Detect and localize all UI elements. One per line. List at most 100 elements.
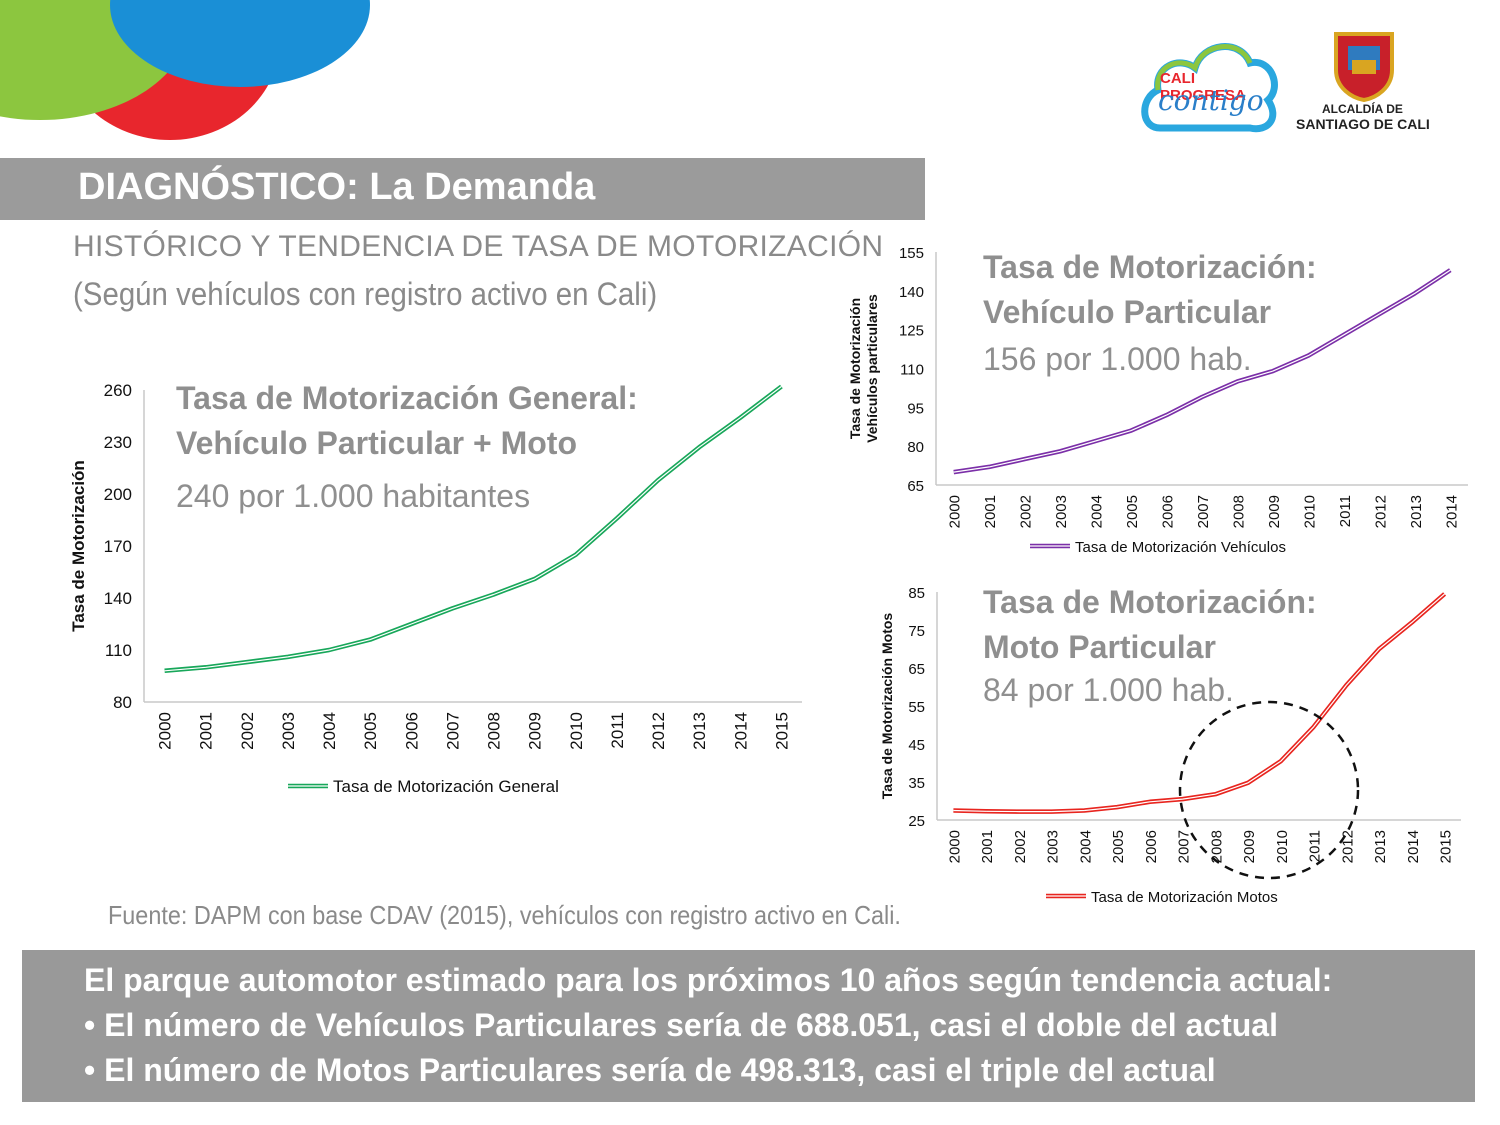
annotation-vehiculos: Tasa de Motorización: Vehículo Particula… — [983, 245, 1317, 382]
x-tick-label: 2006 — [1143, 830, 1160, 863]
x-tick-label: 2009 — [526, 712, 545, 750]
y-tick-label: 95 — [907, 400, 924, 417]
legend-label: Tasa de Motorización Motos — [1091, 889, 1278, 906]
annotation-general-line1: Tasa de Motorización General: — [176, 380, 638, 416]
bullet-icon: • — [84, 1052, 105, 1088]
annotation-motos: Tasa de Motorización: Moto Particular 84… — [983, 580, 1317, 713]
x-tick-label: 2015 — [772, 712, 791, 750]
annotation-vehiculos-line2: Vehículo Particular — [983, 294, 1272, 330]
x-tick-label: 2006 — [402, 712, 421, 750]
conclusion-box: El parque automotor estimado para los pr… — [22, 950, 1475, 1102]
y-tick-label: 140 — [104, 589, 132, 608]
annotation-general: Tasa de Motorización General: Vehículo P… — [176, 376, 638, 519]
annotation-motos-line1: Tasa de Motorización: — [983, 584, 1317, 620]
x-tick-label: 2002 — [1018, 495, 1035, 528]
y-tick-label: 80 — [113, 693, 132, 712]
y-tick-label: 170 — [104, 537, 132, 556]
highlight-circle — [1178, 700, 1360, 880]
y-tick-label: 110 — [105, 641, 132, 660]
y-tick-label: 65 — [907, 478, 924, 495]
x-tick-label: 2005 — [361, 712, 380, 750]
y-tick-label: 140 — [899, 284, 924, 301]
y-tick-label: 80 — [907, 439, 924, 456]
x-tick-label: 2014 — [1405, 830, 1422, 863]
y-tick-label: 25 — [908, 813, 925, 830]
conclusion-bullet-1: • El número de Vehículos Particulares se… — [84, 1007, 1278, 1044]
alcaldia-line2: SANTIAGO DE CALI — [1296, 116, 1430, 132]
cali-progresa-top-text: CALI PROGRESA — [1160, 70, 1246, 104]
y-tick-label: 125 — [899, 323, 924, 340]
series-line-highlight — [953, 593, 1445, 813]
x-tick-label: 2007 — [1195, 495, 1212, 528]
y-tick-label: 85 — [908, 585, 925, 602]
conclusion-heading: El parque automotor estimado para los pr… — [84, 962, 1333, 998]
x-tick-label: 2014 — [1443, 495, 1460, 528]
y-axis-label: Vehículos particulares — [864, 294, 880, 443]
cali-progresa-bottom-text: contigo — [1158, 84, 1264, 117]
y-axis-label: Tasa de Motorización — [847, 298, 863, 439]
x-tick-label: 2012 — [1372, 495, 1389, 528]
chart-vehiculos: 65 80 95 110 125 140 155 2000 2001 2002 2003 2004 20… — [847, 245, 1468, 556]
x-tick-label: 2000 — [947, 495, 964, 528]
x-tick-label: 2005 — [1124, 495, 1141, 528]
x-tick-label: 2004 — [320, 712, 339, 750]
y-tick-label: 260 — [104, 381, 132, 400]
annotation-general-line2: Vehículo Particular + Moto — [176, 425, 577, 461]
x-tick-label: 2013 — [1372, 830, 1389, 863]
annotation-vehiculos-line1: Tasa de Motorización: — [983, 249, 1317, 285]
y-tick-label: 110 — [900, 362, 924, 379]
annotation-general-line3: 240 por 1.000 habitantes — [176, 478, 531, 514]
x-tick-label: 2000 — [156, 712, 175, 750]
x-tick-label: 2003 — [279, 712, 298, 750]
cali-progresa-logo: CALI PROGRESA contigo — [1140, 28, 1280, 134]
x-tick-label: 2002 — [238, 712, 257, 750]
x-tick-label: 2004 — [1089, 495, 1106, 528]
x-tick-label: 2013 — [1408, 495, 1425, 528]
alcaldia-logo: ALCALDÍA DE SANTIAGO DE CALI — [1290, 30, 1440, 134]
y-tick-label: 65 — [908, 661, 925, 678]
subtitle-line2: (Según vehículos con registro activo en … — [73, 276, 658, 312]
legend-label: Tasa de Motorización General — [333, 777, 559, 796]
cloud-icon — [1141, 43, 1278, 133]
series-line-highlight — [164, 386, 782, 672]
legend-label: Tasa de Motorización Vehículos — [1075, 539, 1286, 556]
y-tick-label: 35 — [908, 775, 925, 792]
x-tick-label: 2011 — [1337, 495, 1354, 527]
x-tick-label: 2010 — [1274, 830, 1291, 863]
x-tick-label: 2003 — [1045, 830, 1062, 863]
subtitle-line1: HISTÓRICO Y TENDENCIA DE TASA DE MOTORIZ… — [73, 230, 884, 263]
conclusion-bullet-2-text: El número de Motos Particulares sería de… — [104, 1052, 1216, 1088]
annotation-motos-line2: Moto Particular — [983, 629, 1216, 665]
chart-general: 80 110 140 170 200 230 260 2000 2001 2002 2003 2004… — [69, 381, 802, 796]
x-tick-label: 2014 — [731, 712, 750, 750]
y-tick-label: 55 — [908, 699, 925, 716]
x-tick-label: 2008 — [1230, 495, 1247, 528]
coat-of-arms-icon — [1334, 32, 1394, 102]
x-tick-label: 2010 — [1301, 495, 1318, 528]
x-tick-label: 2000 — [946, 830, 963, 863]
x-tick-label: 2009 — [1266, 495, 1283, 528]
x-tick-label: 2008 — [485, 712, 504, 750]
x-tick-label: 2004 — [1077, 830, 1094, 863]
x-tick-label: 2011 — [1307, 830, 1324, 862]
x-tick-label: 2005 — [1110, 830, 1127, 863]
x-tick-label: 2006 — [1160, 495, 1177, 528]
conclusion-bullet-1-text: El número de Vehículos Particulares serí… — [104, 1007, 1278, 1043]
conclusion-bullet-2: • El número de Motos Particulares sería … — [84, 1052, 1216, 1089]
x-tick-label: 2010 — [567, 712, 586, 750]
y-axis-label: Tasa de Motorización Motos — [879, 613, 895, 800]
x-tick-label: 2012 — [649, 712, 668, 750]
x-tick-label: 2007 — [443, 712, 462, 750]
y-tick-label: 230 — [104, 433, 132, 452]
alcaldia-line1: ALCALDÍA DE — [1322, 102, 1403, 116]
x-tick-label: 2009 — [1241, 830, 1258, 863]
x-tick-label: 2013 — [690, 712, 709, 750]
corner-decoration — [0, 0, 370, 140]
x-tick-label: 2001 — [197, 712, 216, 750]
bullet-icon: • — [84, 1007, 105, 1043]
y-tick-label: 75 — [908, 623, 925, 640]
page-title: DIAGNÓSTICO: La Demanda — [78, 166, 596, 208]
x-tick-label: 2003 — [1053, 495, 1070, 528]
y-tick-label: 155 — [899, 245, 924, 262]
x-tick-label: 2008 — [1208, 830, 1225, 863]
